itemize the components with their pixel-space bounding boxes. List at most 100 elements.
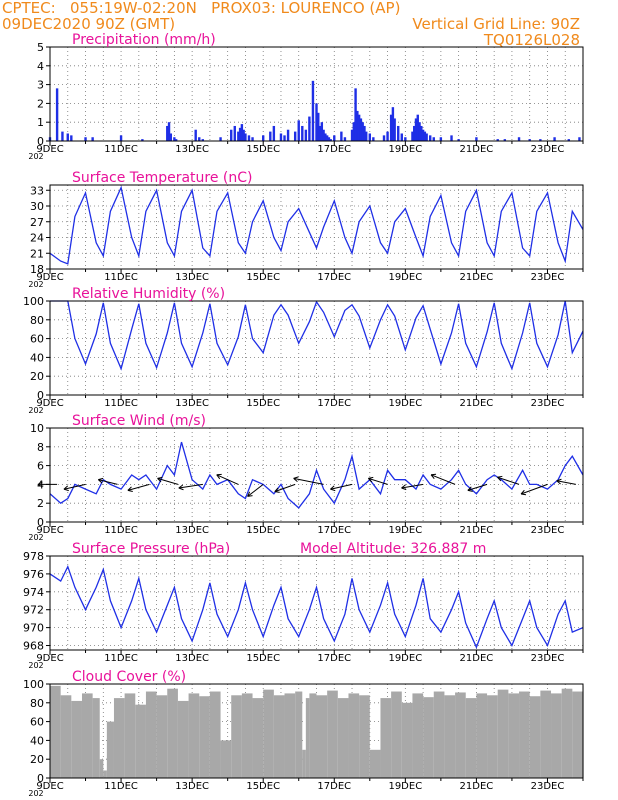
wind-vector [63, 483, 86, 490]
cloud-cover-bar [199, 696, 210, 778]
precip-bar [297, 120, 300, 141]
pressure-frame [49, 555, 584, 651]
wind-vector-head [401, 484, 406, 489]
cloud-cover-bar [327, 690, 338, 778]
wind-vector-head [556, 478, 562, 482]
precip-bar [242, 129, 245, 141]
wind-vector-head [216, 474, 221, 480]
x-tick-label: 23DEC [531, 272, 565, 283]
precip-bar [324, 133, 327, 141]
y-tick-label: 968 [23, 640, 44, 653]
y-tick-label: 3 [37, 79, 44, 92]
y-tick-label: 1 [37, 116, 44, 129]
precip-bar [237, 131, 240, 141]
precip-bar [411, 131, 414, 141]
y-tick-label: 4 [37, 60, 44, 73]
wind-vector-head [247, 495, 253, 497]
x-tick-label: 23DEC [531, 144, 565, 155]
temp-series-line [49, 185, 584, 265]
x-year-label: 202 [28, 661, 43, 670]
cloud-cover-bar [188, 693, 200, 778]
precip-bar [357, 114, 361, 141]
cloud-cover-bar [81, 693, 93, 778]
precip-bar [393, 118, 396, 141]
cloud-cover-bar [302, 749, 306, 778]
x-tick-label: 9DEC [36, 272, 63, 283]
wind-vector-head [430, 474, 435, 479]
cloud-cover-bar [263, 689, 274, 778]
wind-panel [37, 427, 584, 527]
precip-bar [262, 135, 265, 141]
cloud-cover-bar [209, 691, 221, 778]
precip-bar [354, 88, 357, 141]
precip-bar [350, 129, 354, 141]
cloud-cover-bar [497, 689, 509, 778]
y-tick-label: 5 [37, 41, 44, 54]
precip-bar [320, 122, 324, 141]
x-tick-label: 23DEC [531, 781, 565, 792]
cloud-cover-bar [92, 698, 100, 778]
cloud-cover-bar [305, 698, 310, 778]
wind-vector [497, 476, 520, 485]
wind-vector-head [127, 486, 132, 491]
wind-vector-head [247, 491, 251, 497]
cloud-frame [49, 683, 584, 779]
x-tick-label: 19DEC [388, 653, 422, 664]
precip-bar [578, 137, 581, 141]
wind-vector-head [431, 473, 437, 476]
precip-bar [318, 125, 322, 141]
x-tick-label: 13DEC [175, 144, 209, 155]
wind-vector-head [497, 475, 503, 478]
y-tick-label: 33 [30, 184, 44, 197]
precip-bar [201, 139, 204, 141]
x-tick-label: 9DEC [36, 653, 63, 664]
wind-vector-head [157, 476, 163, 479]
y-tick-label: 40 [30, 734, 44, 747]
x-tick-label: 17DEC [317, 398, 351, 409]
wind-vector-head [178, 484, 184, 489]
cloud-cover-bar [99, 759, 104, 778]
precip-bar [173, 137, 176, 141]
temp-frame [49, 184, 584, 270]
y-tick-label: 4 [37, 478, 44, 491]
cloud-panel [46, 683, 584, 783]
y-tick-label: 20 [30, 370, 44, 383]
x-tick-label: 13DEC [175, 781, 209, 792]
wind-vector [247, 484, 264, 497]
precip-bar [553, 137, 556, 141]
precip-bar [423, 131, 427, 141]
rh-panel [46, 300, 584, 400]
header-right: Vertical Grid Line: 90Z TQ0126L028 [412, 0, 580, 48]
cloud-cover-bar [455, 692, 466, 778]
wind-vector-head [98, 477, 104, 481]
precip-bar [141, 139, 144, 141]
x-tick-label: 17DEC [317, 781, 351, 792]
precip-bar [244, 133, 247, 141]
pressure-annotation: Model Altitude: 326.887 m [300, 541, 486, 557]
x-tick-label: 23DEC [531, 398, 565, 409]
wind-vector-head [556, 480, 561, 485]
cloud-cover-bar [273, 695, 285, 778]
precip-bar [368, 133, 371, 141]
cloud-cover-bar [433, 691, 445, 778]
precip-bar [55, 88, 59, 141]
x-tick-label: 11DEC [104, 781, 138, 792]
precip-bar [475, 137, 478, 141]
x-year-label: 202 [28, 280, 43, 289]
y-tick-label: 24 [30, 232, 44, 245]
precip-bar [404, 137, 407, 141]
precip-bar [166, 125, 169, 141]
wind-vector [401, 483, 424, 489]
wind-vector-head [330, 488, 336, 492]
precip-bar [340, 131, 343, 141]
precip-bar [84, 137, 87, 141]
x-tick-label: 17DEC [317, 525, 351, 536]
wind-vector [127, 483, 150, 491]
wind-vector-head [520, 489, 525, 495]
precip-bar [269, 131, 272, 141]
precip-title: Precipitation (mm/h) [72, 32, 216, 48]
grid-note: Vertical Grid Line: 90Z [412, 15, 580, 33]
pressure-series-line [49, 565, 584, 650]
precip-bar [230, 129, 233, 141]
